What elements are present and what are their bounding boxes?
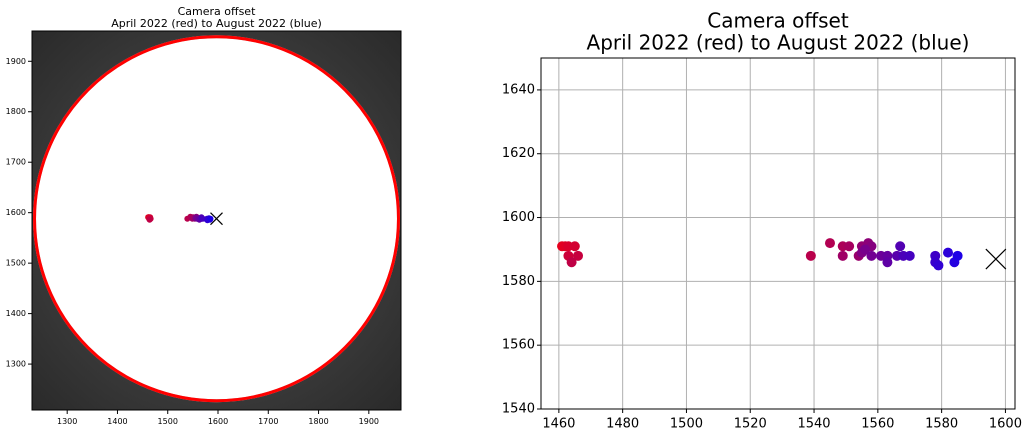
x-tick-label: 1400 bbox=[107, 417, 127, 426]
offset-point bbox=[882, 257, 893, 268]
target-marker bbox=[985, 248, 1007, 270]
offset-point bbox=[895, 241, 906, 252]
x-tick-label: 1560 bbox=[861, 417, 894, 432]
chart-subtitle: April 2022 (red) to August 2022 (blue) bbox=[587, 31, 970, 55]
x-tick-label: 1480 bbox=[606, 417, 639, 432]
y-tick-label: 1640 bbox=[502, 82, 535, 97]
offset-point bbox=[943, 247, 954, 258]
chart-subtitle: April 2022 (red) to August 2022 (blue) bbox=[111, 17, 322, 30]
y-tick-label: 1580 bbox=[502, 274, 535, 289]
y-tick-label: 1400 bbox=[6, 309, 26, 318]
offset-point bbox=[933, 260, 944, 271]
offset-point bbox=[573, 250, 584, 261]
x-tick-label: 1520 bbox=[734, 417, 767, 432]
y-tick-label: 1600 bbox=[502, 210, 535, 225]
x-tick-label: 1300 bbox=[57, 417, 77, 426]
y-tick-label: 1620 bbox=[502, 146, 535, 161]
y-tick-label: 1500 bbox=[6, 259, 26, 268]
offset-point bbox=[860, 244, 871, 255]
axes-frame bbox=[31, 30, 402, 411]
points bbox=[557, 238, 1007, 271]
fit-circle bbox=[33, 35, 400, 403]
x-tick-label: 1460 bbox=[542, 417, 575, 432]
y-tick-label: 1560 bbox=[502, 338, 535, 353]
y-tick-label: 1900 bbox=[6, 57, 26, 66]
x-tick-label: 1800 bbox=[308, 417, 328, 426]
offset-point bbox=[569, 241, 580, 252]
offset-point bbox=[866, 250, 877, 261]
chart-title: Camera offset bbox=[707, 9, 849, 33]
x-tick-label: 1540 bbox=[797, 417, 830, 432]
y-tick-label: 1700 bbox=[6, 158, 26, 167]
offset-point bbox=[146, 216, 153, 223]
x-tick-label: 1600 bbox=[989, 417, 1022, 432]
offset-point bbox=[566, 257, 577, 268]
y-tick-label: 1600 bbox=[6, 208, 26, 217]
chart-title: Camera offset bbox=[178, 5, 256, 18]
axes-frame bbox=[540, 57, 1016, 410]
offset-point bbox=[824, 238, 835, 249]
x-tick-label: 1580 bbox=[925, 417, 958, 432]
y-tick-label: 1800 bbox=[6, 107, 26, 116]
offset-point bbox=[844, 241, 855, 252]
x-tick-label: 1500 bbox=[158, 417, 178, 426]
offset-point bbox=[904, 250, 915, 261]
plot-area bbox=[32, 31, 401, 410]
y-tick-label: 1540 bbox=[502, 402, 535, 417]
target-marker bbox=[210, 212, 223, 226]
x-tick-label: 1700 bbox=[258, 417, 278, 426]
points bbox=[145, 212, 223, 226]
offset-point bbox=[207, 215, 214, 222]
y-tick-label: 1300 bbox=[6, 360, 26, 369]
x-tick-label: 1600 bbox=[208, 417, 228, 426]
x-tick-label: 1900 bbox=[359, 417, 379, 426]
x-tick-label: 1500 bbox=[670, 417, 703, 432]
offset-point bbox=[805, 250, 816, 261]
offset-point bbox=[837, 250, 848, 261]
offset-point bbox=[952, 250, 963, 261]
